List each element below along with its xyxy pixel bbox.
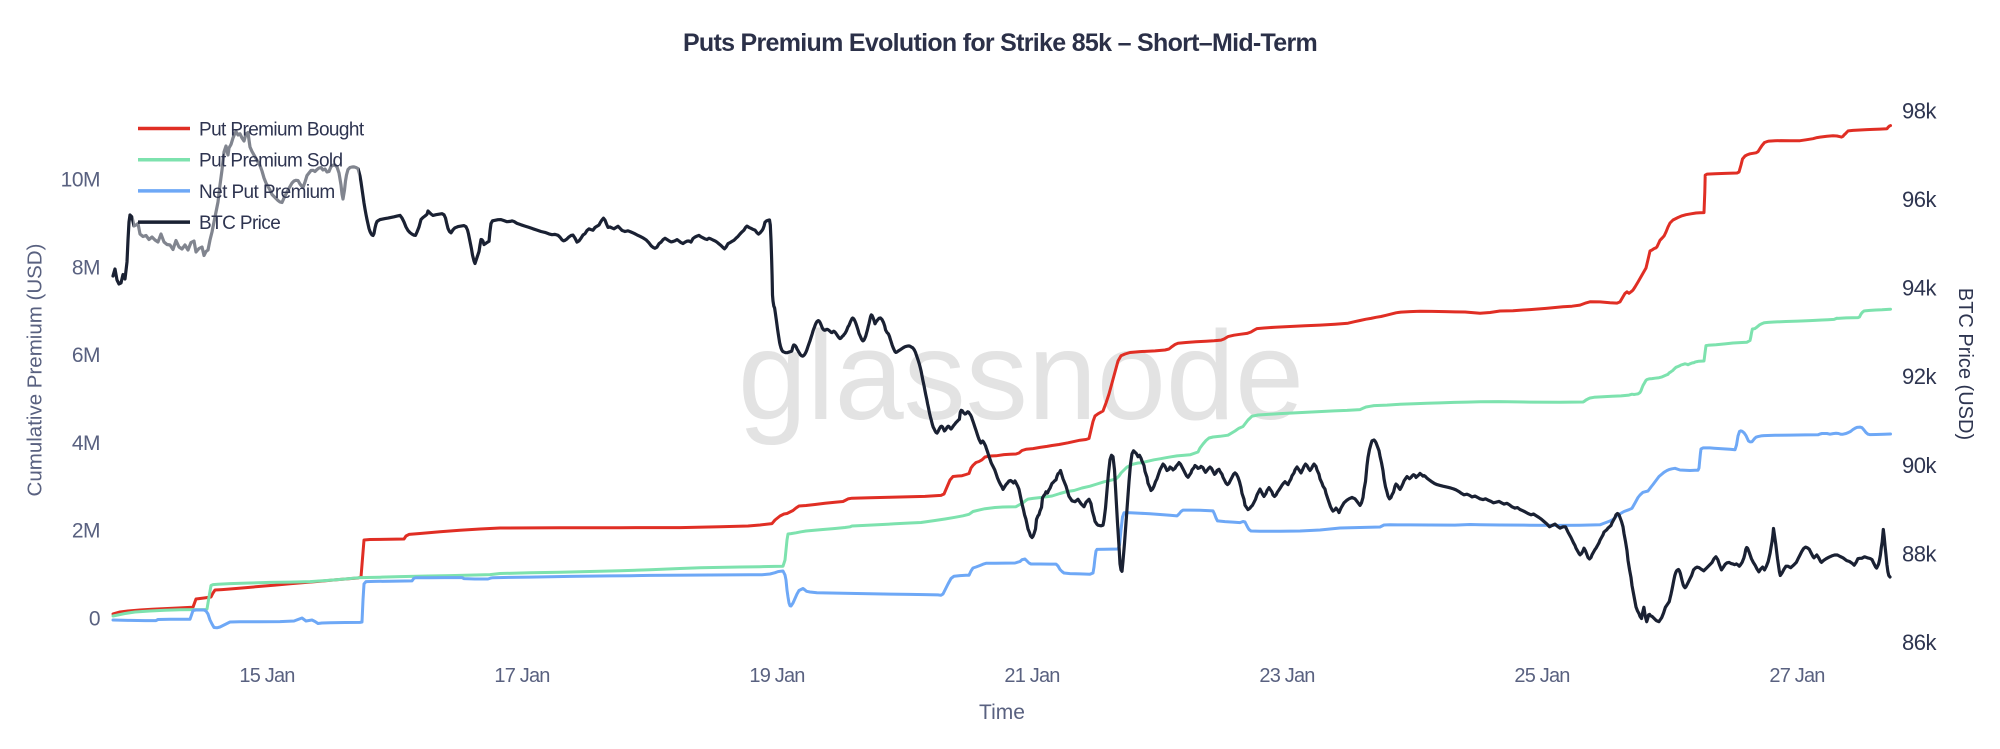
svg-text:Net Put Premium: Net Put Premium [199, 182, 335, 203]
svg-text:17 Jan: 17 Jan [494, 665, 549, 687]
svg-text:Time: Time [979, 701, 1025, 724]
svg-text:92k: 92k [1902, 364, 1937, 389]
svg-text:19 Jan: 19 Jan [749, 665, 804, 687]
svg-text:96k: 96k [1902, 187, 1937, 212]
svg-text:6M: 6M [72, 344, 100, 367]
svg-text:Puts Premium Evolution for Str: Puts Premium Evolution for Strike 85k – … [683, 29, 1317, 57]
svg-text:88k: 88k [1902, 541, 1937, 566]
svg-text:4M: 4M [72, 432, 100, 455]
svg-text:Cumulative Premium (USD): Cumulative Premium (USD) [24, 244, 47, 497]
svg-text:2M: 2M [72, 520, 100, 543]
svg-text:21 Jan: 21 Jan [1004, 665, 1059, 687]
svg-text:94k: 94k [1902, 276, 1937, 301]
svg-text:27 Jan: 27 Jan [1769, 665, 1824, 687]
svg-text:BTC Price (USD): BTC Price (USD) [1954, 288, 1976, 440]
svg-text:0: 0 [89, 608, 100, 631]
svg-text:BTC Price: BTC Price [199, 213, 280, 234]
svg-text:8M: 8M [72, 256, 100, 279]
svg-text:glassnode: glassnode [738, 305, 1304, 446]
svg-text:10M: 10M [61, 169, 100, 192]
svg-text:86k: 86k [1902, 630, 1937, 655]
svg-text:23 Jan: 23 Jan [1259, 665, 1314, 687]
svg-text:90k: 90k [1902, 453, 1937, 478]
svg-text:Put Premium Bought: Put Premium Bought [199, 120, 365, 141]
svg-text:15 Jan: 15 Jan [239, 665, 294, 687]
svg-text:25 Jan: 25 Jan [1514, 665, 1569, 687]
svg-text:Put Premium Sold: Put Premium Sold [199, 151, 343, 172]
svg-text:98k: 98k [1902, 98, 1937, 123]
